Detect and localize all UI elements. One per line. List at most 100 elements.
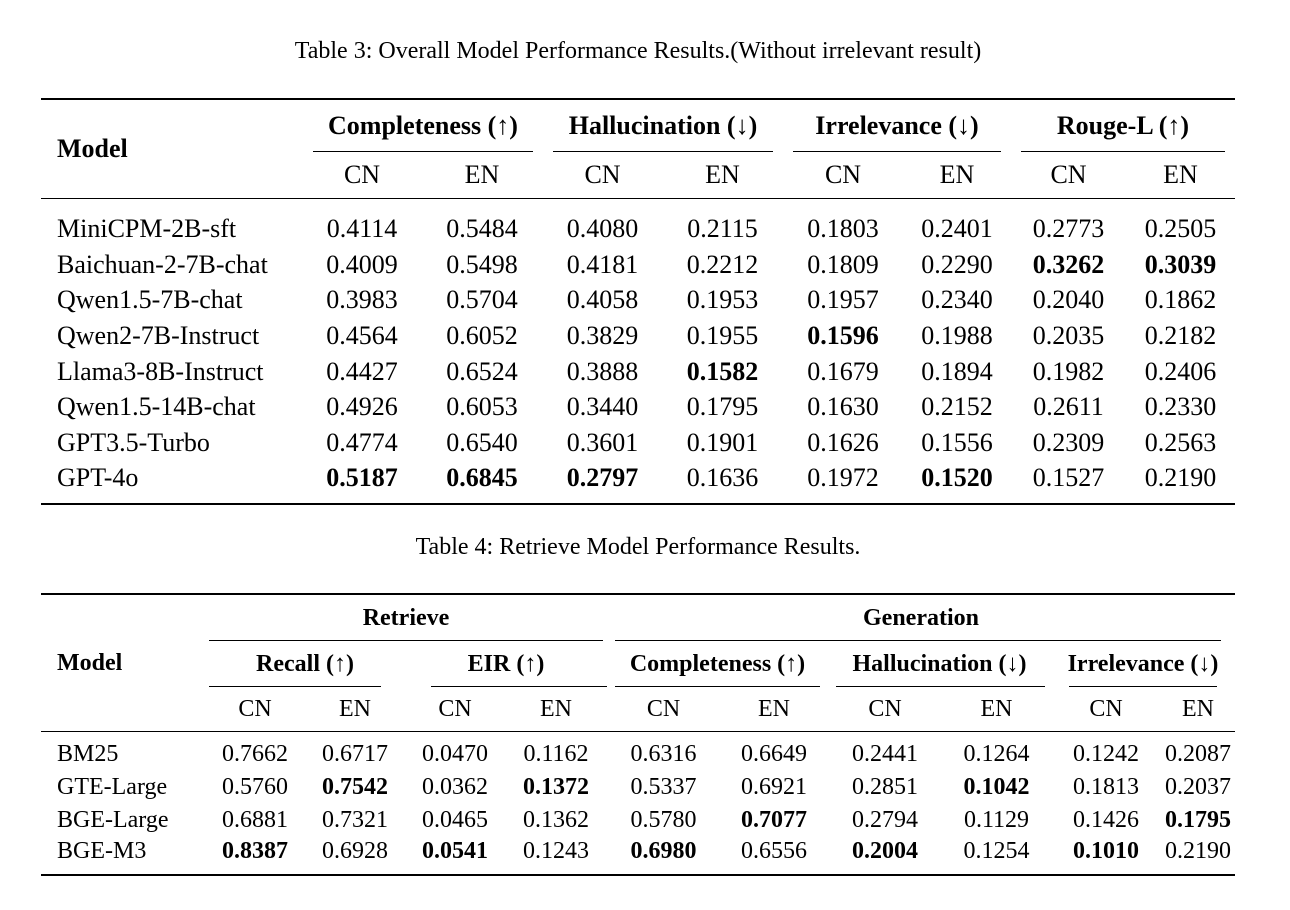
value-cell: 0.5484 xyxy=(446,213,518,243)
value-cell: 0.4564 xyxy=(326,320,398,350)
value-cell: 0.1362 xyxy=(523,807,589,833)
value-cell: 0.6717 xyxy=(322,741,388,767)
value-cell: 0.1596 xyxy=(807,320,879,350)
value-cell: 0.0541 xyxy=(422,838,488,864)
value-cell: 0.1162 xyxy=(523,741,589,767)
value-cell: 0.0470 xyxy=(422,741,488,767)
table3-group-header: Completeness (↑) xyxy=(303,100,543,152)
value-cell: 0.3888 xyxy=(566,356,639,386)
value-cell: 0.2401 xyxy=(921,213,993,243)
table3-subheader: EN xyxy=(1163,160,1198,189)
value-cell: 0.4114 xyxy=(326,213,398,243)
table4-supergroup-header: Generation xyxy=(607,595,1235,641)
value-cell: 0.1809 xyxy=(807,249,879,279)
value-cell: 0.3440 xyxy=(566,392,639,422)
value-cell: 0.1242 xyxy=(1073,741,1139,767)
model-name-cell: GTE-Large xyxy=(57,774,168,800)
value-cell: 0.3829 xyxy=(566,320,639,350)
table3-caption: Table 3: Overall Model Performance Resul… xyxy=(294,38,982,64)
table3-subheader: CN xyxy=(343,160,381,189)
value-cell: 0.1630 xyxy=(807,392,879,422)
value-cell: 0.2190 xyxy=(1165,838,1231,864)
value-cell: 0.3262 xyxy=(1032,249,1105,279)
value-cell: 0.6649 xyxy=(741,741,807,767)
value-cell: 0.5760 xyxy=(222,774,288,800)
table4-subheader: CN xyxy=(868,695,902,722)
value-cell: 0.2851 xyxy=(852,774,918,800)
value-cell: 0.6053 xyxy=(446,392,518,422)
value-cell: 0.1372 xyxy=(523,774,589,800)
value-cell: 0.2040 xyxy=(1032,285,1105,315)
model-name-cell: BM25 xyxy=(57,741,119,767)
table3: Model Completeness (↑) Hallucination (↓)… xyxy=(41,98,1235,505)
value-cell: 0.2035 xyxy=(1032,320,1105,350)
value-cell: 0.4009 xyxy=(326,249,398,279)
value-cell: 0.3601 xyxy=(566,427,639,457)
table3-group-header: Rouge-L (↑) xyxy=(1011,100,1235,152)
model-name-cell: Qwen1.5-7B-chat xyxy=(57,285,243,315)
value-cell: 0.5187 xyxy=(326,462,398,492)
value-cell: 0.1582 xyxy=(686,356,759,386)
value-cell: 0.4427 xyxy=(326,356,398,386)
value-cell: 0.1862 xyxy=(1144,285,1217,315)
value-cell: 0.1636 xyxy=(686,462,759,492)
table3-group-header: Hallucination (↓) xyxy=(543,100,783,152)
value-cell: 0.2330 xyxy=(1144,392,1217,422)
value-cell: 0.5704 xyxy=(446,285,518,315)
value-cell: 0.1813 xyxy=(1073,774,1139,800)
value-cell: 0.7542 xyxy=(322,774,388,800)
value-cell: 0.3983 xyxy=(326,285,398,315)
table-row: GTE-Large 0.5760 0.7542 0.0362 0.1372 0.5337 0… xyxy=(41,771,1235,804)
value-cell: 0.1803 xyxy=(807,213,879,243)
value-cell: 0.7321 xyxy=(322,807,388,833)
table3-subheader: CN xyxy=(824,160,862,189)
value-cell: 0.2212 xyxy=(686,249,759,279)
value-cell: 0.1679 xyxy=(807,356,879,386)
value-cell: 0.1527 xyxy=(1032,462,1105,492)
table-row: Llama3-8B-Instruct 0.4427 0.6524 0.3888 0.15… xyxy=(41,354,1235,390)
value-cell: 0.2773 xyxy=(1032,213,1105,243)
table-row: Baichuan-2-7B-chat 0.4009 0.5498 0.4181 0.22… xyxy=(41,247,1235,283)
table4-subheader: CN xyxy=(1089,695,1123,722)
value-cell: 0.6524 xyxy=(446,356,518,386)
table4-group-header: Completeness (↑) xyxy=(607,641,828,687)
value-cell: 0.2797 xyxy=(566,462,639,492)
model-name-cell: BGE-M3 xyxy=(57,838,147,864)
value-cell: 0.2152 xyxy=(921,392,993,422)
model-name-cell: Llama3-8B-Instruct xyxy=(57,356,264,386)
value-cell: 0.2340 xyxy=(921,285,993,315)
value-cell: 0.2563 xyxy=(1144,427,1217,457)
value-cell: 0.2190 xyxy=(1144,462,1217,492)
model-name-cell: Qwen1.5-14B-chat xyxy=(57,392,256,422)
table4: Model Retrieve Generation Recall (↑) EIR… xyxy=(41,593,1235,876)
value-cell: 0.1795 xyxy=(1165,807,1231,833)
value-cell: 0.1953 xyxy=(686,285,759,315)
table4-group-header: Irrelevance (↓) xyxy=(1051,641,1235,687)
table3-subheader: EN xyxy=(464,160,500,189)
value-cell: 0.7077 xyxy=(741,807,807,833)
value-cell: 0.1010 xyxy=(1073,838,1139,864)
table4-caption: Table 4: Retrieve Model Performance Resu… xyxy=(415,534,861,560)
table4-subheader: EN xyxy=(339,695,371,722)
value-cell: 0.6540 xyxy=(446,427,518,457)
table3-subheader: EN xyxy=(939,160,975,189)
value-cell: 0.0465 xyxy=(422,807,488,833)
table-row: Qwen1.5-7B-chat 0.3983 0.5704 0.4058 0.1953 0… xyxy=(41,282,1235,318)
value-cell: 0.6845 xyxy=(446,462,518,492)
table4-subheader: EN xyxy=(980,695,1013,722)
table4-group-header: EIR (↑) xyxy=(405,641,607,687)
table4-subheader: CN xyxy=(646,695,681,722)
value-cell: 0.1042 xyxy=(963,774,1030,800)
value-cell: 0.1955 xyxy=(686,320,759,350)
value-cell: 0.7662 xyxy=(222,741,288,767)
value-cell: 0.2182 xyxy=(1144,320,1217,350)
value-cell: 0.4058 xyxy=(566,285,639,315)
table4-subheader: EN xyxy=(540,695,572,722)
value-cell: 0.2505 xyxy=(1144,213,1217,243)
value-cell: 0.1795 xyxy=(686,392,759,422)
value-cell: 0.6316 xyxy=(630,741,697,767)
value-cell: 0.5337 xyxy=(630,774,697,800)
value-cell: 0.2406 xyxy=(1144,356,1217,386)
table4-model-header: Model xyxy=(57,649,123,676)
value-cell: 0.4926 xyxy=(326,392,398,422)
